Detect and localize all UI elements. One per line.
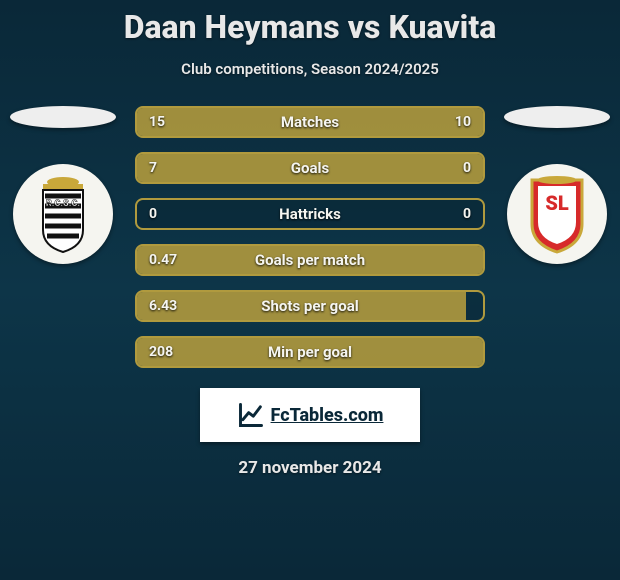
- bar-value-left: 0: [149, 206, 157, 222]
- left-side: R.C.S.C.: [9, 106, 117, 264]
- stat-row-spg: 6.43 Shots per goal: [135, 290, 485, 322]
- bar-value-right: 0: [463, 160, 471, 176]
- bar-label: Min per goal: [268, 343, 352, 361]
- bar-label: Goals per match: [255, 251, 365, 269]
- right-club-badge: SL: [507, 164, 607, 264]
- stat-row-hattricks: 0 Hattricks 0: [135, 198, 485, 230]
- stat-row-mpg: 208 Min per goal: [135, 336, 485, 368]
- stat-bars: 15 Matches 10 7 Goals 0 0 Hattricks 0 0.…: [135, 106, 485, 368]
- left-club-badge: R.C.S.C.: [13, 164, 113, 264]
- left-flag-icon: [10, 106, 116, 128]
- bar-value-right: 10: [455, 114, 471, 130]
- right-side: SL: [503, 106, 611, 264]
- stat-row-goals: 7 Goals 0: [135, 152, 485, 184]
- stat-row-matches: 15 Matches 10: [135, 106, 485, 138]
- svg-text:R.C.S.C.: R.C.S.C.: [46, 199, 80, 209]
- comparison-date: 27 november 2024: [0, 458, 620, 478]
- bar-value-left: 6.43: [149, 298, 177, 314]
- brand-link[interactable]: FcTables.com: [200, 388, 420, 442]
- bar-label: Goals: [291, 159, 329, 177]
- bar-label: Hattricks: [279, 205, 341, 223]
- bar-value-left: 15: [149, 114, 165, 130]
- page-title: Daan Heymans vs Kuavita: [0, 0, 620, 46]
- bar-value-right: 0: [463, 206, 471, 222]
- bar-fill-left: [137, 154, 400, 182]
- bar-fill-left: [137, 108, 400, 136]
- charleroi-crest-icon: R.C.S.C.: [28, 174, 98, 254]
- bar-value-left: 208: [149, 344, 173, 360]
- stat-row-gpm: 0.47 Goals per match: [135, 244, 485, 276]
- standard-liege-crest-icon: SL: [522, 174, 592, 254]
- brand-label: FcTables.com: [271, 405, 384, 426]
- bar-label: Matches: [281, 113, 339, 131]
- svg-text:SL: SL: [545, 191, 569, 215]
- brand-chart-icon: [237, 401, 265, 429]
- bar-value-left: 0.47: [149, 252, 177, 268]
- subtitle: Club competitions, Season 2024/2025: [0, 60, 620, 78]
- bar-value-left: 7: [149, 160, 157, 176]
- bar-label: Shots per goal: [261, 297, 358, 315]
- comparison-content: R.C.S.C. 15 Matches 10 7 Goals 0 0 Hattr…: [0, 106, 620, 368]
- right-flag-icon: [504, 106, 610, 128]
